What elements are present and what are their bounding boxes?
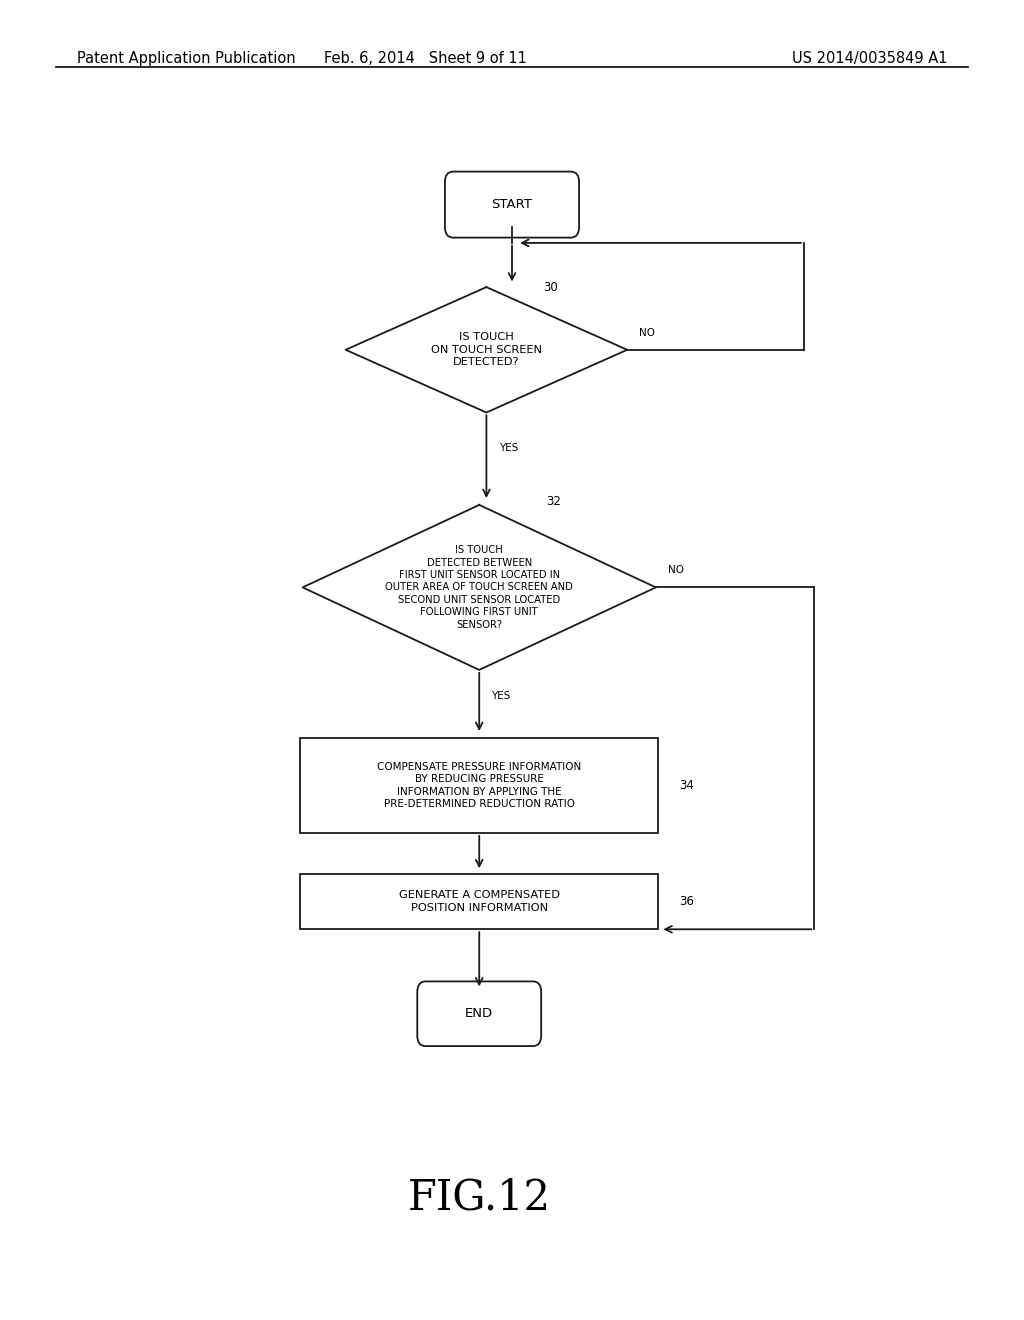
- FancyBboxPatch shape: [444, 172, 580, 238]
- Text: END: END: [465, 1007, 494, 1020]
- Text: COMPENSATE PRESSURE INFORMATION
BY REDUCING PRESSURE
INFORMATION BY APPLYING THE: COMPENSATE PRESSURE INFORMATION BY REDUC…: [377, 762, 582, 809]
- Bar: [300, 874, 658, 929]
- Text: FIG.12: FIG.12: [408, 1176, 551, 1218]
- Text: YES: YES: [499, 444, 518, 453]
- Text: 32: 32: [546, 495, 561, 508]
- Polygon shape: [345, 288, 627, 412]
- Text: NO: NO: [639, 327, 655, 338]
- Text: US 2014/0035849 A1: US 2014/0035849 A1: [792, 50, 947, 66]
- Text: NO: NO: [669, 565, 684, 576]
- Text: START: START: [492, 198, 532, 211]
- Text: IS TOUCH
ON TOUCH SCREEN
DETECTED?: IS TOUCH ON TOUCH SCREEN DETECTED?: [431, 333, 542, 367]
- Text: YES: YES: [492, 690, 511, 701]
- Text: Feb. 6, 2014   Sheet 9 of 11: Feb. 6, 2014 Sheet 9 of 11: [324, 50, 526, 66]
- Polygon shape: [303, 504, 656, 671]
- FancyBboxPatch shape: [418, 982, 541, 1045]
- Text: Patent Application Publication: Patent Application Publication: [77, 50, 296, 66]
- Text: IS TOUCH
DETECTED BETWEEN
FIRST UNIT SENSOR LOCATED IN
OUTER AREA OF TOUCH SCREE: IS TOUCH DETECTED BETWEEN FIRST UNIT SEN…: [385, 545, 573, 630]
- Text: 36: 36: [679, 895, 694, 908]
- Text: 30: 30: [543, 281, 557, 294]
- Text: 34: 34: [679, 779, 694, 792]
- Bar: [300, 738, 658, 833]
- Text: GENERATE A COMPENSATED
POSITION INFORMATION: GENERATE A COMPENSATED POSITION INFORMAT…: [398, 891, 560, 912]
